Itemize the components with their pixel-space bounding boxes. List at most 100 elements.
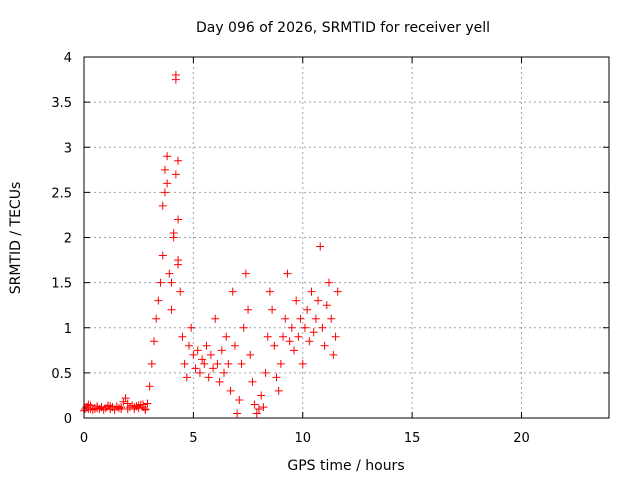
data-point — [134, 401, 143, 410]
data-point — [318, 323, 327, 332]
data-point — [316, 242, 325, 251]
data-point — [209, 364, 218, 373]
data-point — [237, 359, 246, 368]
data-point — [230, 341, 239, 350]
data-point — [274, 386, 283, 395]
data-point — [255, 404, 263, 413]
data-points — [80, 71, 342, 418]
data-point — [305, 337, 314, 346]
data-point — [244, 305, 253, 314]
data-point — [333, 287, 342, 296]
x-axis-title: GPS time / hours — [287, 458, 404, 474]
y-tick-label: 3.5 — [51, 96, 72, 111]
plot-frame — [83, 56, 610, 419]
data-point — [213, 359, 222, 368]
data-point — [158, 201, 167, 210]
data-point — [97, 403, 106, 412]
data-point — [298, 359, 307, 368]
data-point — [263, 332, 272, 341]
data-point — [314, 296, 323, 305]
data-point — [303, 305, 312, 314]
data-point — [147, 359, 156, 368]
data-point — [276, 359, 285, 368]
data-point — [272, 373, 281, 382]
data-point — [193, 346, 202, 355]
data-point — [176, 287, 185, 296]
data-point — [292, 296, 301, 305]
y-tick-label: 0 — [64, 412, 72, 427]
data-point — [171, 170, 180, 179]
data-point — [235, 395, 244, 404]
data-point — [154, 296, 163, 305]
data-point — [152, 314, 161, 323]
data-point — [117, 404, 126, 413]
data-point — [163, 179, 172, 188]
data-point — [233, 409, 242, 418]
data-point — [93, 404, 102, 413]
data-point — [252, 409, 261, 418]
data-point — [300, 323, 309, 332]
data-point — [246, 350, 255, 359]
data-point — [163, 152, 172, 161]
data-point — [215, 377, 224, 386]
y-tick-label: 0.5 — [51, 367, 72, 382]
data-point — [178, 332, 187, 341]
data-point — [309, 328, 318, 337]
x-tick-label: 0 — [80, 431, 88, 446]
data-point — [296, 314, 305, 323]
data-point — [180, 359, 189, 368]
data-point — [115, 404, 123, 413]
data-point — [139, 400, 148, 409]
chart-title: Day 096 of 2026, SRMTID for receiver yel… — [196, 20, 490, 36]
data-point — [171, 75, 180, 84]
data-point — [198, 355, 207, 364]
data-point — [160, 188, 169, 197]
data-point — [281, 314, 290, 323]
data-point — [211, 314, 220, 323]
data-point — [167, 305, 176, 314]
data-point — [226, 386, 235, 395]
x-tick-label: 15 — [404, 431, 421, 446]
data-point — [259, 403, 268, 412]
data-point — [156, 278, 165, 287]
data-point — [248, 377, 257, 386]
grid — [84, 57, 609, 418]
data-point — [165, 269, 174, 278]
data-point — [182, 373, 191, 382]
data-point — [261, 368, 270, 377]
data-point — [257, 391, 266, 400]
data-point — [143, 399, 152, 408]
y-tick-label: 3 — [64, 141, 72, 156]
data-point — [228, 287, 237, 296]
data-point — [268, 305, 277, 314]
data-point — [141, 405, 150, 414]
data-point — [195, 368, 204, 377]
data-point — [167, 278, 176, 287]
data-point — [307, 287, 316, 296]
data-point — [174, 260, 183, 269]
data-point — [287, 323, 296, 332]
data-point — [150, 337, 158, 346]
data-point — [290, 346, 298, 355]
data-point — [250, 400, 259, 409]
data-point — [160, 165, 169, 174]
data-point — [279, 332, 288, 341]
data-point — [217, 346, 226, 355]
data-point — [331, 332, 340, 341]
data-point — [158, 251, 167, 260]
data-point — [320, 341, 329, 350]
data-point — [329, 350, 338, 359]
data-point — [294, 332, 303, 341]
y-tick-label: 2.5 — [51, 186, 72, 201]
data-point — [239, 323, 248, 332]
data-point — [83, 403, 92, 412]
x-tick-label: 10 — [294, 431, 311, 446]
data-point — [200, 359, 209, 368]
data-point — [187, 323, 196, 332]
data-point — [241, 269, 250, 278]
data-point — [325, 278, 333, 287]
data-point — [270, 341, 279, 350]
x-tick-label: 20 — [513, 431, 530, 446]
data-point — [206, 350, 215, 359]
y-tick-label: 2 — [64, 232, 72, 247]
